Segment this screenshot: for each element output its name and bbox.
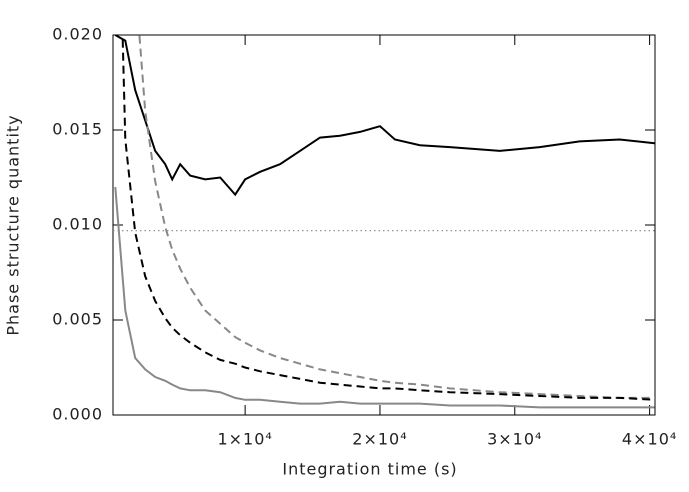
data-line bbox=[114, 35, 655, 197]
data-line bbox=[138, 35, 655, 399]
y-tick-label: 0.005 bbox=[52, 310, 103, 329]
x-axis-title: Integration time (s) bbox=[282, 460, 457, 479]
x-tick-label: 1×10⁴ bbox=[217, 430, 272, 449]
y-axis-title: Phase structure quantity bbox=[4, 114, 23, 335]
x-tick-label: 3×10⁴ bbox=[487, 430, 542, 449]
data-line bbox=[114, 186, 655, 409]
x-tick-label: 2×10⁴ bbox=[352, 430, 407, 449]
plot-frame bbox=[112, 34, 656, 416]
y-tick-label: 0.000 bbox=[52, 405, 103, 424]
y-tick-label: 0.010 bbox=[52, 215, 103, 234]
y-tick-label: 0.020 bbox=[52, 25, 103, 44]
y-tick-label: 0.015 bbox=[52, 120, 103, 139]
x-tick-label: 4×10⁴ bbox=[622, 430, 677, 449]
data-line bbox=[121, 35, 655, 401]
